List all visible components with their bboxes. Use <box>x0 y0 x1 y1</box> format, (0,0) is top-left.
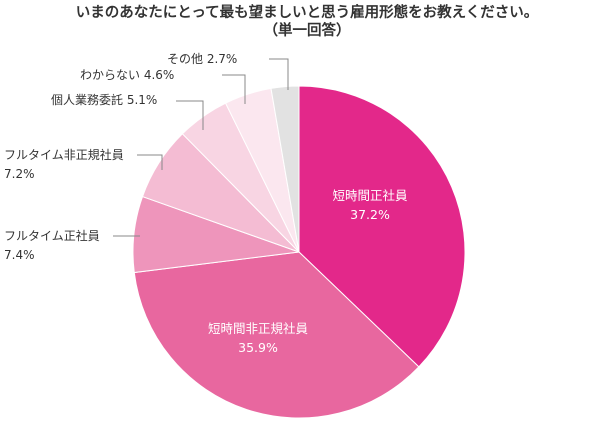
slice-label: 個人業務委託 5.1% <box>51 92 157 107</box>
leader-line <box>222 74 246 104</box>
leader-line <box>269 58 289 90</box>
pie-slice <box>133 251 420 419</box>
chart-subtitle: （単一回答） <box>264 21 351 39</box>
pie-slice <box>270 85 300 253</box>
leader-line <box>137 154 163 170</box>
slice-label-value: 7.2% <box>4 167 35 181</box>
slice-label-value: 35.9% <box>238 340 278 355</box>
leader-line <box>176 100 204 130</box>
pie-slice <box>298 85 466 368</box>
slice-label: その他 2.7% <box>167 52 237 66</box>
slice-label-name: 短時間非正規社員 <box>208 321 309 336</box>
slice-label-name: フルタイム非正規社員 <box>4 147 124 162</box>
slice-label: わからない 4.6% <box>80 68 174 82</box>
slice-label-value: 7.4% <box>4 248 35 262</box>
pie-labels: 短時間正社員 37.2% 短時間非正規社員 35.9% フルタイム正社員 7.4% フルタイ… <box>4 52 408 355</box>
slice-label-value: 37.2% <box>350 207 390 222</box>
pie-slices <box>132 85 466 419</box>
slice-label-name: フルタイム正社員 <box>4 228 100 243</box>
chart-title: いまのあなたにとって最も望ましいと思う雇用形態をお教えください。 <box>76 3 538 21</box>
slice-label-name: 短時間正社員 <box>332 188 408 203</box>
